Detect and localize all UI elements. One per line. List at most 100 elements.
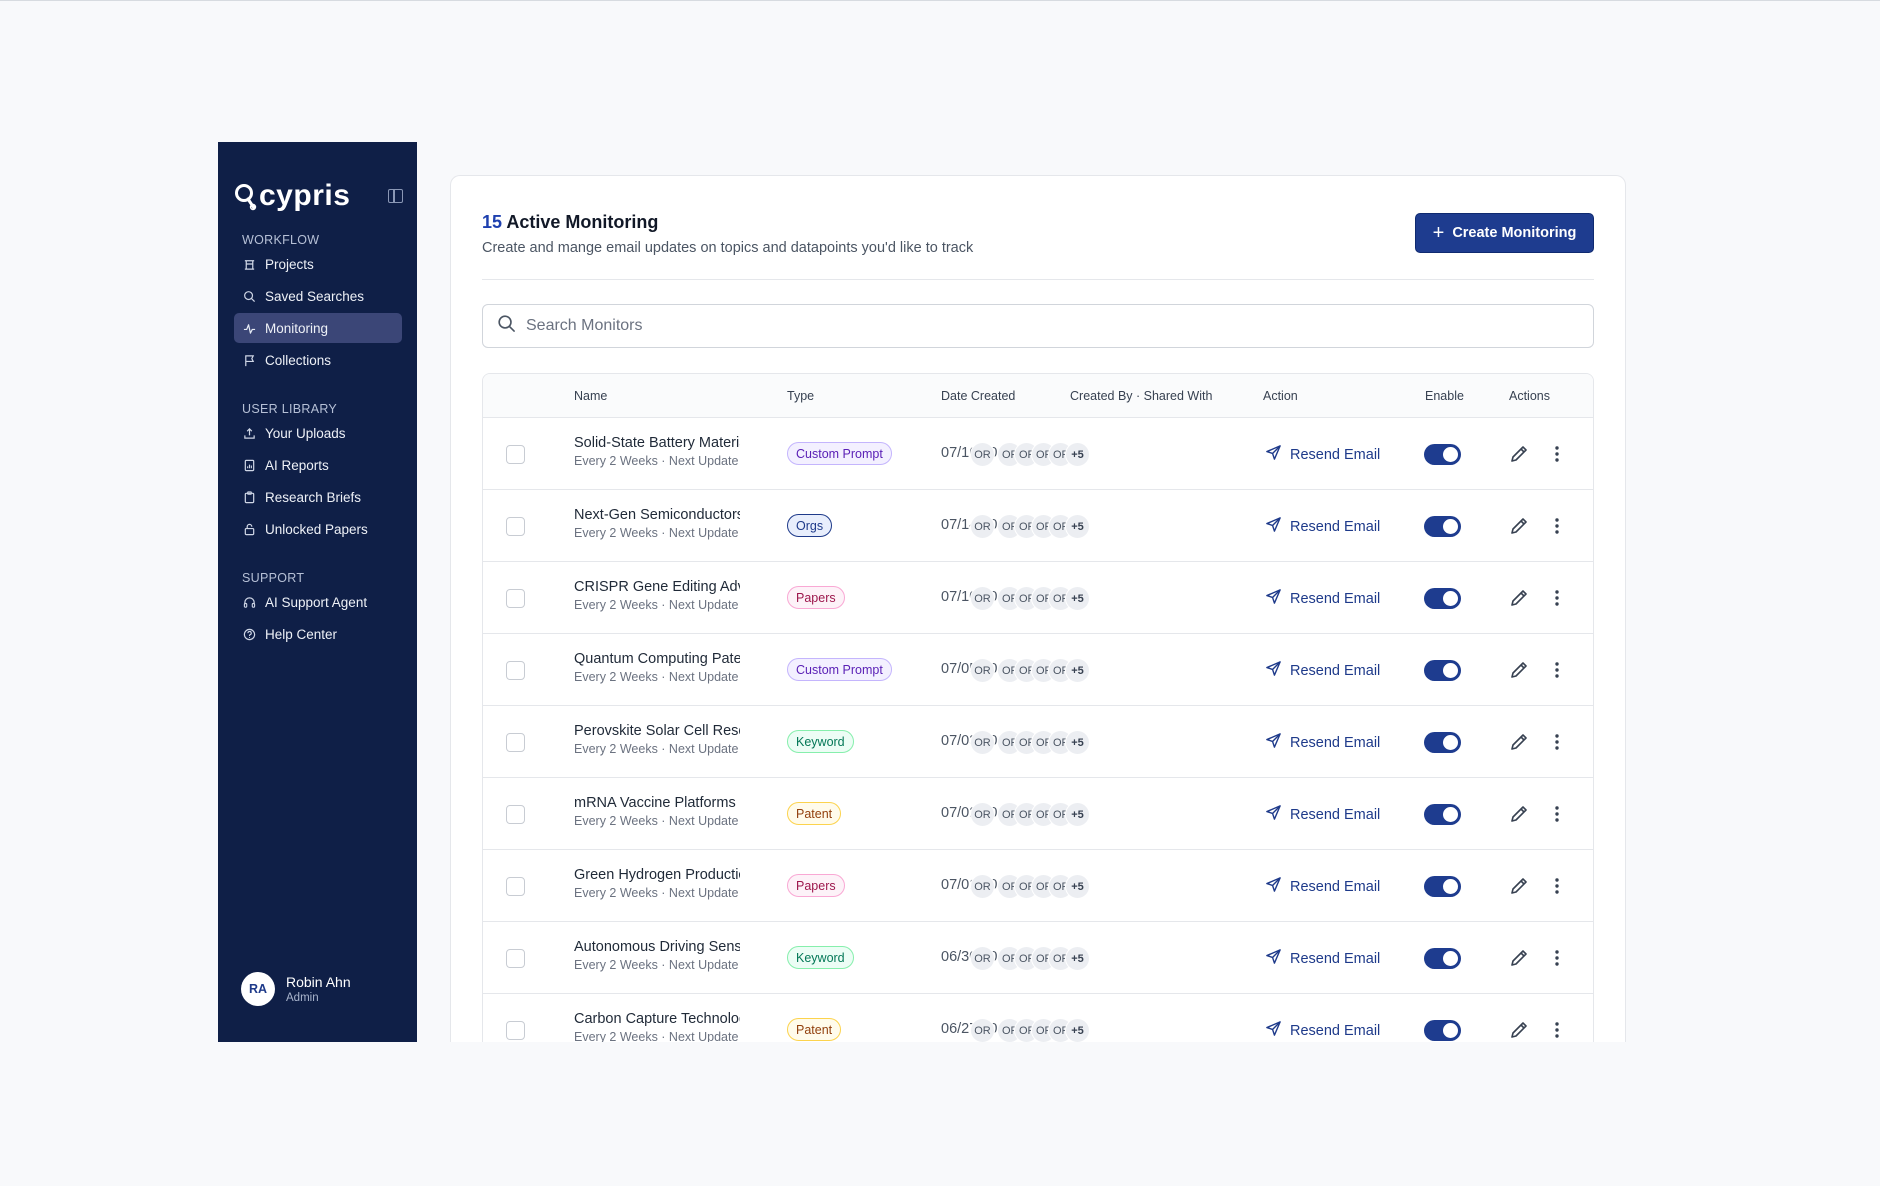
flag-icon — [243, 354, 256, 367]
enable-toggle[interactable] — [1424, 516, 1461, 537]
monitor-name-cell[interactable]: Carbon Capture Technology Every 2 Weeks ·… — [574, 1011, 740, 1042]
sidebar-item-monitoring[interactable]: Monitoring — [234, 313, 402, 343]
resend-email-button[interactable]: Resend Email — [1265, 876, 1380, 897]
row-checkbox[interactable] — [506, 589, 525, 608]
brand-name: cypris — [259, 179, 351, 212]
column-header-created-by[interactable]: Created By · Shared With — [1070, 389, 1213, 403]
enable-toggle[interactable] — [1424, 948, 1461, 969]
more-options-icon[interactable] — [1551, 731, 1563, 753]
shared-more-count[interactable]: +5 — [1065, 442, 1090, 467]
table-row[interactable]: CRISPR Gene Editing Advances Every 2 Week… — [483, 562, 1593, 634]
search-input[interactable] — [526, 317, 1593, 335]
enable-toggle[interactable] — [1424, 588, 1461, 609]
monitor-name-cell[interactable]: Quantum Computing Patents Every 2 Weeks ·… — [574, 651, 740, 684]
enable-toggle[interactable] — [1424, 876, 1461, 897]
resend-email-button[interactable]: Resend Email — [1265, 516, 1380, 537]
sidebar-section-label: USER LIBRARY — [242, 402, 338, 416]
monitor-name-cell[interactable]: Solid-State Battery Materials Every 2 Wee… — [574, 435, 740, 468]
sidebar-item-your-uploads[interactable]: Your Uploads — [234, 418, 402, 448]
table-row[interactable]: Quantum Computing Patents Every 2 Weeks ·… — [483, 634, 1593, 706]
sidebar-item-collections[interactable]: Collections — [234, 345, 402, 375]
sidebar-item-unlocked-papers[interactable]: Unlocked Papers — [234, 514, 402, 544]
more-options-icon[interactable] — [1551, 947, 1563, 969]
edit-icon[interactable] — [1508, 731, 1530, 753]
send-icon — [1265, 732, 1290, 753]
sidebar-item-projects[interactable]: Projects — [234, 249, 402, 279]
edit-icon[interactable] — [1508, 1019, 1530, 1041]
resend-email-button[interactable]: Resend Email — [1265, 1020, 1380, 1041]
row-checkbox[interactable] — [506, 1021, 525, 1040]
resend-email-button[interactable]: Resend Email — [1265, 732, 1380, 753]
enable-toggle[interactable] — [1424, 732, 1461, 753]
sidebar-item-saved-searches[interactable]: Saved Searches — [234, 281, 402, 311]
row-checkbox[interactable] — [506, 877, 525, 896]
monitor-name-cell[interactable]: mRNA Vaccine Platforms Every 2 Weeks · Ne… — [574, 795, 740, 828]
enable-toggle[interactable] — [1424, 804, 1461, 825]
page-subtitle: Create and mange email updates on topics… — [482, 240, 974, 256]
table-row[interactable]: Green Hydrogen Production Every 2 Weeks ·… — [483, 850, 1593, 922]
sidebar-collapse-icon[interactable] — [388, 189, 403, 203]
more-options-icon[interactable] — [1551, 803, 1563, 825]
shared-more-count[interactable]: +5 — [1065, 802, 1090, 827]
resend-email-button[interactable]: Resend Email — [1265, 948, 1380, 969]
monitor-name-cell[interactable]: CRISPR Gene Editing Advances Every 2 Week… — [574, 579, 740, 612]
monitors-table: Name Type Date Created Created By · Shar… — [482, 373, 1594, 1042]
enable-toggle[interactable] — [1424, 1020, 1461, 1041]
shared-more-count[interactable]: +5 — [1065, 946, 1090, 971]
more-options-icon[interactable] — [1551, 515, 1563, 537]
sidebar-item-research-briefs[interactable]: Research Briefs — [234, 482, 402, 512]
shared-more-count[interactable]: +5 — [1065, 586, 1090, 611]
resend-email-button[interactable]: Resend Email — [1265, 588, 1380, 609]
table-row[interactable]: Perovskite Solar Cell Research Every 2 We… — [483, 706, 1593, 778]
type-badge: Patent — [787, 1018, 842, 1041]
shared-more-count[interactable]: +5 — [1065, 1018, 1090, 1042]
table-row[interactable]: Carbon Capture Technology Every 2 Weeks ·… — [483, 994, 1593, 1042]
shared-more-count[interactable]: +5 — [1065, 874, 1090, 899]
edit-icon[interactable] — [1508, 947, 1530, 969]
user-profile[interactable]: RA Robin Ahn Admin — [241, 972, 351, 1006]
edit-icon[interactable] — [1508, 659, 1530, 681]
table-row[interactable]: Autonomous Driving Sensors Every 2 Weeks … — [483, 922, 1593, 994]
edit-icon[interactable] — [1508, 515, 1530, 537]
row-checkbox[interactable] — [506, 661, 525, 680]
monitor-name-cell[interactable]: Next-Gen Semiconductors Every 2 Weeks · N… — [574, 507, 740, 540]
more-options-icon[interactable] — [1551, 1019, 1563, 1041]
column-header-type[interactable]: Type — [787, 389, 815, 403]
enable-toggle[interactable] — [1424, 444, 1461, 465]
row-checkbox[interactable] — [506, 949, 525, 968]
table-row[interactable]: Solid-State Battery Materials Every 2 Wee… — [483, 418, 1593, 490]
monitor-name-cell[interactable]: Green Hydrogen Production Every 2 Weeks ·… — [574, 867, 740, 900]
resend-email-button[interactable]: Resend Email — [1265, 804, 1380, 825]
table-row[interactable]: mRNA Vaccine Platforms Every 2 Weeks · Ne… — [483, 778, 1593, 850]
row-checkbox[interactable] — [506, 805, 525, 824]
more-options-icon[interactable] — [1551, 443, 1563, 465]
resend-email-button[interactable]: Resend Email — [1265, 660, 1380, 681]
more-options-icon[interactable] — [1551, 587, 1563, 609]
column-header-date[interactable]: Date Created — [941, 389, 1016, 403]
monitor-name-cell[interactable]: Perovskite Solar Cell Research Every 2 We… — [574, 723, 740, 756]
monitor-name-cell[interactable]: Autonomous Driving Sensors Every 2 Weeks … — [574, 939, 740, 972]
sidebar-item-help-center[interactable]: Help Center — [234, 619, 402, 649]
more-options-icon[interactable] — [1551, 875, 1563, 897]
resend-email-button[interactable]: Resend Email — [1265, 444, 1380, 465]
sidebar-item-ai-reports[interactable]: AI Reports — [234, 450, 402, 480]
brand-logo[interactable]: cypris — [234, 178, 403, 214]
create-monitoring-button[interactable]: + Create Monitoring — [1415, 213, 1594, 253]
shared-more-count[interactable]: +5 — [1065, 514, 1090, 539]
edit-icon[interactable] — [1508, 587, 1530, 609]
sidebar-item-label: Help Center — [265, 626, 338, 642]
sidebar-item-label: AI Support Agent — [265, 594, 368, 610]
edit-icon[interactable] — [1508, 803, 1530, 825]
row-checkbox[interactable] — [506, 445, 525, 464]
sidebar-item-ai-support-agent[interactable]: AI Support Agent — [234, 587, 402, 617]
row-checkbox[interactable] — [506, 517, 525, 536]
table-row[interactable]: Next-Gen Semiconductors Every 2 Weeks · N… — [483, 490, 1593, 562]
shared-more-count[interactable]: +5 — [1065, 658, 1090, 683]
column-header-name[interactable]: Name — [574, 389, 608, 403]
row-checkbox[interactable] — [506, 733, 525, 752]
more-options-icon[interactable] — [1551, 659, 1563, 681]
shared-more-count[interactable]: +5 — [1065, 730, 1090, 755]
edit-icon[interactable] — [1508, 443, 1530, 465]
enable-toggle[interactable] — [1424, 660, 1461, 681]
edit-icon[interactable] — [1508, 875, 1530, 897]
